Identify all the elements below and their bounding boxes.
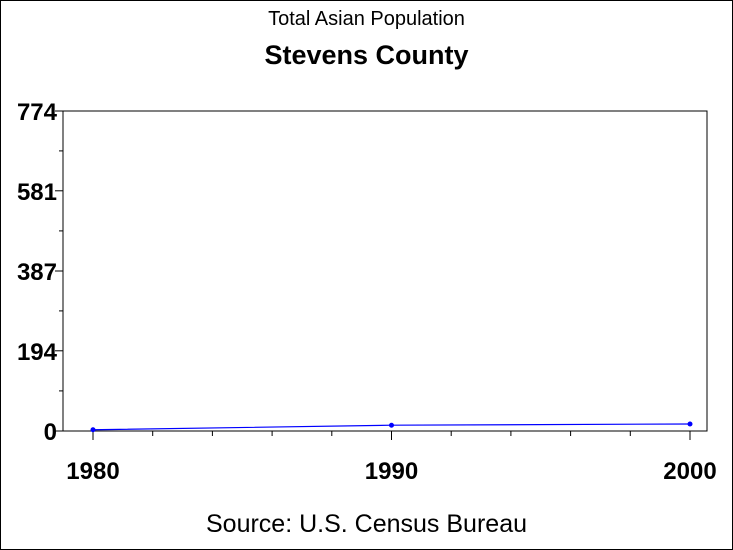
chart-title: Stevens County (264, 40, 469, 70)
series-layer (90, 421, 693, 433)
x-tick-label: 2000 (663, 458, 716, 485)
y-tick-label: 387 (17, 259, 57, 286)
y-tick-label: 774 (17, 99, 58, 126)
y-axis: 0 194 387 581 774 (17, 99, 63, 446)
source-note: Source: U.S. Census Bureau (206, 510, 527, 538)
data-point (687, 421, 693, 427)
y-tick-label: 194 (17, 339, 58, 366)
x-axis: 1980 1990 2000 (66, 431, 717, 485)
y-tick-label: 0 (44, 419, 57, 446)
y-tick-label: 581 (17, 179, 57, 206)
x-tick-label: 1980 (66, 458, 119, 485)
plot-area (62, 110, 708, 432)
data-point (389, 422, 394, 428)
x-tick-label: 1990 (365, 458, 418, 485)
chart-subtitle: Total Asian Population (268, 8, 465, 30)
data-point (90, 427, 96, 433)
